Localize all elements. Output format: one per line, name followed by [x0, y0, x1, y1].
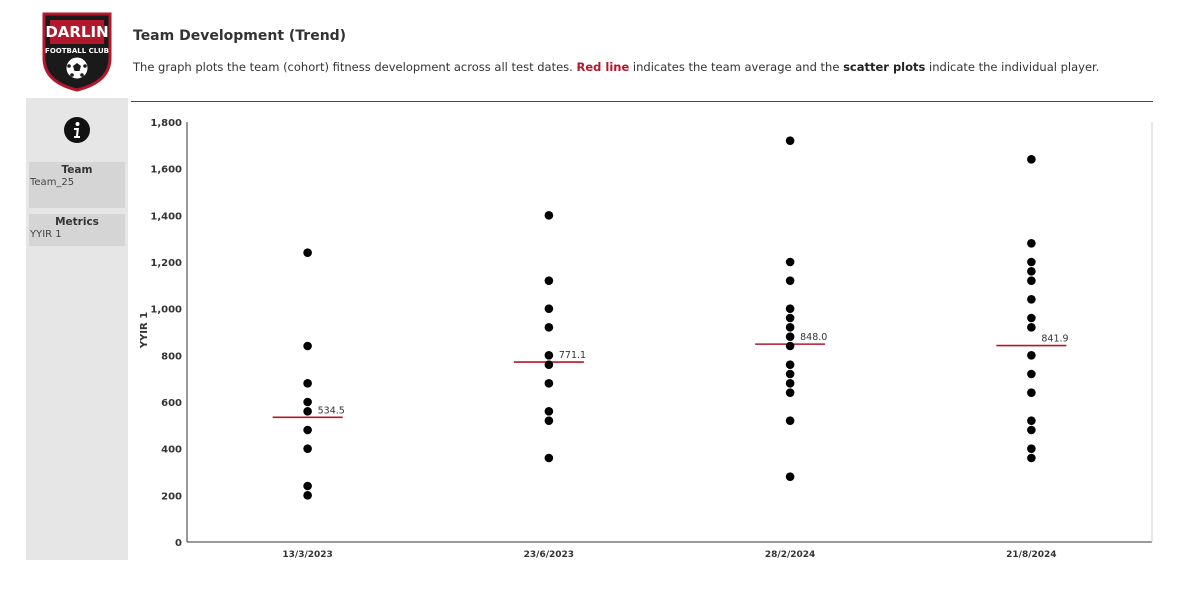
- x-tick-label: 23/6/2023: [524, 550, 574, 560]
- y-tick-label: 200: [161, 491, 182, 502]
- player-point[interactable]: [544, 453, 554, 463]
- player-point[interactable]: [1027, 155, 1036, 164]
- player-point[interactable]: [1027, 369, 1036, 379]
- average-label: 534.5: [318, 405, 345, 416]
- player-point[interactable]: [1027, 425, 1036, 435]
- average-lines: 534.5 771.1 848.0 841.9: [272, 332, 1069, 419]
- player-point[interactable]: [785, 276, 795, 285]
- player-point[interactable]: [785, 257, 795, 267]
- team-filter-label: Team: [61, 164, 93, 176]
- scatter-points: [303, 136, 1036, 500]
- player-point[interactable]: [303, 425, 312, 435]
- player-point[interactable]: [303, 407, 312, 416]
- x-tick-label: 28/2/2024: [765, 550, 815, 560]
- player-point[interactable]: [544, 276, 554, 285]
- y-tick-label: 1,800: [150, 118, 182, 129]
- player-point[interactable]: [785, 332, 795, 341]
- player-point[interactable]: [303, 491, 312, 500]
- metrics-filter-label: Metrics: [55, 216, 99, 228]
- player-point[interactable]: [1027, 388, 1036, 397]
- y-tick-label: 1,000: [150, 305, 182, 316]
- player-point[interactable]: [785, 136, 795, 145]
- player-point[interactable]: [1027, 295, 1036, 304]
- player-point[interactable]: [303, 379, 312, 388]
- player-point[interactable]: [303, 444, 312, 453]
- player-point[interactable]: [1027, 351, 1036, 360]
- filter-sidebar: Team Team_25 Metrics YYIR 1: [26, 98, 128, 560]
- chart-axes: [186, 122, 1153, 543]
- team-filter-value: Team_25: [30, 177, 75, 188]
- player-point[interactable]: [785, 341, 795, 351]
- player-point[interactable]: [1027, 257, 1036, 267]
- y-tick-label: 1,400: [150, 211, 182, 222]
- average-label: 771.1: [559, 350, 586, 361]
- player-point[interactable]: [544, 211, 554, 220]
- player-point[interactable]: [544, 323, 554, 332]
- y-axis-label: YYIR 1: [139, 312, 150, 349]
- player-point[interactable]: [544, 304, 554, 313]
- subtitle-text-3: indicate the individual player.: [925, 60, 1100, 74]
- player-point[interactable]: [785, 416, 795, 425]
- player-point[interactable]: [785, 360, 795, 369]
- player-point[interactable]: [785, 304, 795, 313]
- player-point[interactable]: [303, 397, 312, 407]
- player-point[interactable]: [1027, 313, 1036, 323]
- x-tick-label: 21/8/2024: [1006, 550, 1056, 560]
- subtitle-text-2: indicates the team average and the: [629, 60, 844, 74]
- average-label: 848.0: [800, 332, 827, 343]
- player-point[interactable]: [303, 481, 312, 491]
- player-point[interactable]: [785, 323, 795, 332]
- y-tick-label: 800: [161, 351, 182, 362]
- club-logo: DARLIN FOOTBALL CLUB: [42, 12, 112, 92]
- player-point[interactable]: [1027, 276, 1036, 285]
- player-point[interactable]: [544, 416, 554, 425]
- y-tick-label: 1,200: [150, 258, 182, 269]
- player-point[interactable]: [303, 248, 312, 257]
- x-tick-label: 13/3/2023: [282, 550, 332, 560]
- subtitle-red-line: Red line: [576, 60, 630, 74]
- x-axis-ticks: 13/3/2023 23/6/2023 28/2/2024 21/8/2024: [282, 550, 1056, 560]
- metrics-filter[interactable]: Metrics YYIR 1: [29, 214, 125, 246]
- logo-text-bottom: FOOTBALL CLUB: [45, 47, 109, 55]
- average-label: 841.9: [1041, 334, 1068, 345]
- player-point[interactable]: [1027, 416, 1036, 425]
- player-point[interactable]: [785, 313, 795, 323]
- logo-text-top: DARLIN: [45, 23, 108, 41]
- subtitle-text-1: The graph plots the team (cohort) fitnes…: [133, 60, 577, 74]
- player-point[interactable]: [1027, 267, 1036, 276]
- y-tick-label: 400: [161, 445, 182, 456]
- team-trend-chart: 0 200 400 600 800 1,000 1,200 1,400 1,600 1,800 1…: [139, 118, 1153, 560]
- player-point[interactable]: [544, 379, 554, 388]
- player-point[interactable]: [1027, 453, 1036, 463]
- subtitle-scatter-plots: scatter plots: [843, 60, 926, 74]
- y-tick-label: 600: [161, 398, 182, 409]
- page-title: Team Development (Trend): [133, 28, 347, 44]
- player-point[interactable]: [785, 388, 795, 397]
- y-tick-label: 0: [175, 538, 182, 549]
- player-point[interactable]: [303, 341, 312, 351]
- player-point[interactable]: [785, 379, 795, 388]
- team-filter[interactable]: Team Team_25: [29, 162, 125, 208]
- y-axis-ticks: 0 200 400 600 800 1,000 1,200 1,400 1,600 1,800: [150, 118, 182, 549]
- player-point[interactable]: [785, 369, 795, 379]
- player-point[interactable]: [1027, 239, 1036, 248]
- info-icon[interactable]: [63, 116, 91, 144]
- player-point[interactable]: [544, 360, 554, 369]
- player-point[interactable]: [785, 472, 795, 481]
- page-subtitle: The graph plots the team (cohort) fitnes…: [133, 60, 1099, 74]
- player-point[interactable]: [1027, 444, 1036, 453]
- player-point[interactable]: [544, 407, 554, 416]
- header-divider: [131, 101, 1153, 102]
- player-point[interactable]: [544, 351, 554, 360]
- metrics-filter-value: YYIR 1: [30, 229, 62, 240]
- y-tick-label: 1,600: [150, 165, 182, 176]
- player-point[interactable]: [1027, 323, 1036, 332]
